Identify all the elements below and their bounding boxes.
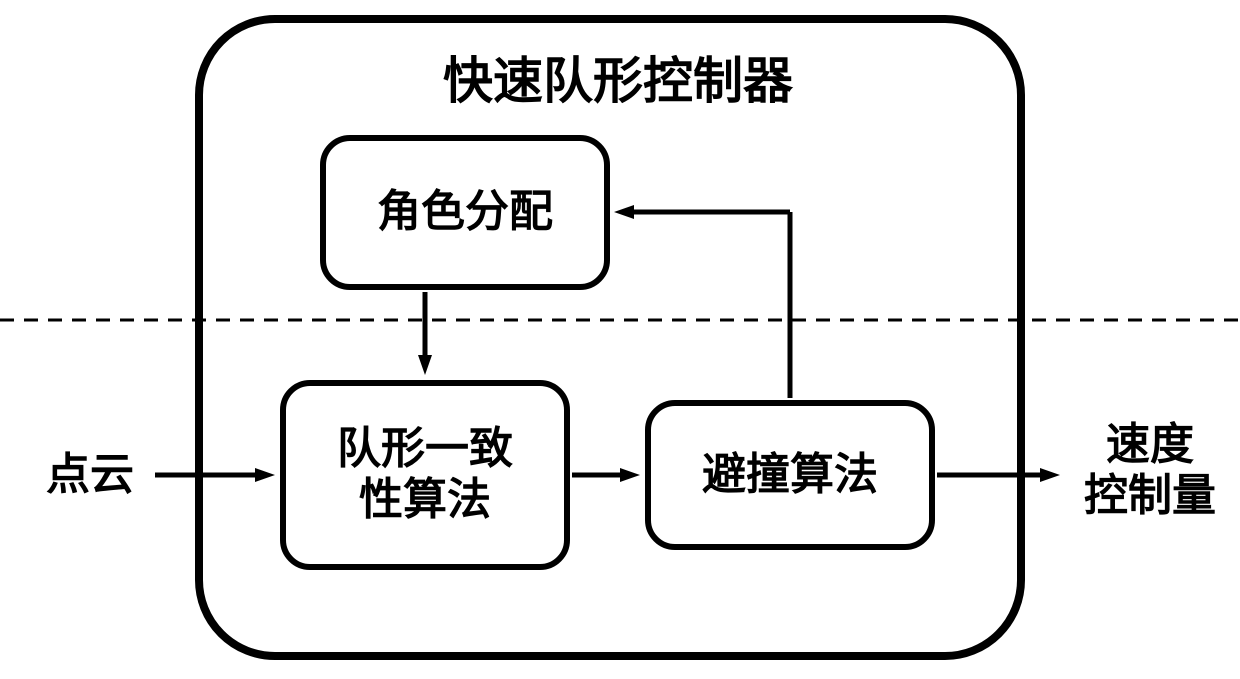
node-role-label: 角色分配 xyxy=(377,187,553,238)
node-consistency-label: 队形一致 性算法 xyxy=(337,424,513,525)
input-label-point-cloud: 点云 xyxy=(30,450,150,501)
container-title: 快速队形控制器 xyxy=(203,53,1033,111)
output-label-velocity: 速度 控制量 xyxy=(1070,420,1230,521)
diagram-canvas: 快速队形控制器 角色分配 队形一致 性算法 避撞算法 点云 速度 控制量 xyxy=(0,0,1240,679)
node-collision-avoidance: 避撞算法 xyxy=(645,400,935,550)
node-avoid-label: 避撞算法 xyxy=(702,450,878,501)
node-role-assignment: 角色分配 xyxy=(320,135,610,290)
node-formation-consistency: 队形一致 性算法 xyxy=(280,380,570,570)
